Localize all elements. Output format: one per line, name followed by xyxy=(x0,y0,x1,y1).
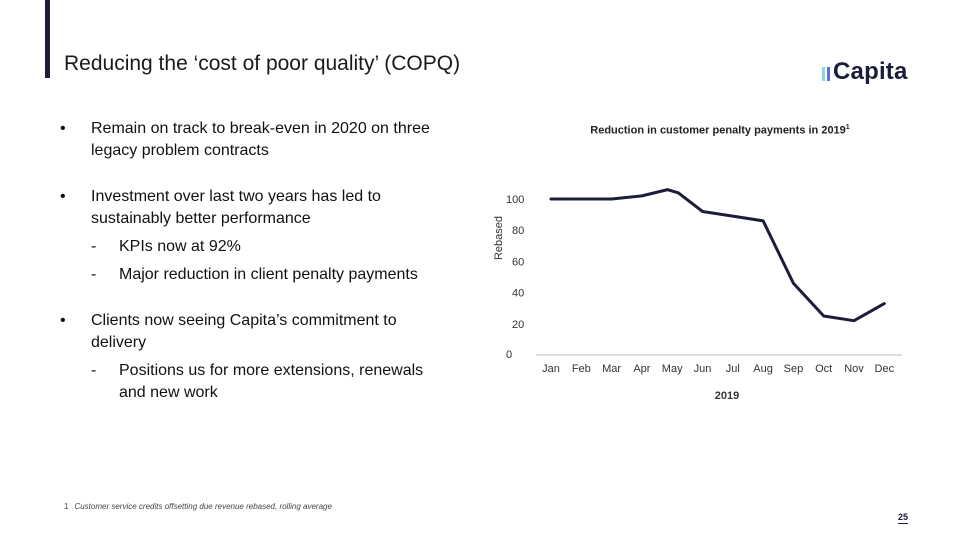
sub-bullet-text: Positions us for more extensions, renewa… xyxy=(119,362,424,401)
x-tick-label: Aug xyxy=(753,363,773,375)
bullet-text: Investment over last two years has led t… xyxy=(91,188,381,227)
x-tick-label: Jan xyxy=(542,363,560,375)
data-point xyxy=(852,319,856,322)
bullet-icon: • xyxy=(60,120,66,137)
data-point xyxy=(792,282,795,285)
logo-text: Capita xyxy=(833,58,908,85)
x-tick-label: Jul xyxy=(726,363,740,375)
x-tick-label: Dec xyxy=(875,363,895,375)
dash-icon: - xyxy=(91,362,97,379)
data-point xyxy=(701,210,704,213)
y-tick-label: 20 xyxy=(512,319,524,331)
bullet-item: • Investment over last two years has led… xyxy=(60,186,440,230)
sub-bullet-item: - Major reduction in client penalty paym… xyxy=(60,264,440,286)
data-point xyxy=(549,197,553,201)
footnote-text: Customer service credits offsetting due … xyxy=(74,502,332,511)
y-tick-label: 60 xyxy=(512,256,524,268)
chart-title: Reduction in customer penalty payments i… xyxy=(490,124,950,137)
y-tick-label: 40 xyxy=(512,288,524,300)
dash-icon: - xyxy=(91,238,97,255)
x-tick-label: Apr xyxy=(633,363,650,375)
x-tick-label: Nov xyxy=(844,363,864,375)
series-line xyxy=(549,188,886,323)
footnote-marker: 1 xyxy=(64,502,69,511)
x-tick-label: Sep xyxy=(784,363,804,375)
data-point xyxy=(580,197,583,201)
data-point xyxy=(883,302,886,305)
data-point xyxy=(640,194,644,198)
bullet-icon: • xyxy=(60,312,66,329)
x-tick-label: Jun xyxy=(694,363,712,375)
y-tick-label: 0 xyxy=(506,349,512,361)
page-number: 25 xyxy=(898,512,909,524)
y-axis-title: Rebased xyxy=(493,216,505,260)
data-point xyxy=(677,191,680,194)
y-tick-label: 80 xyxy=(512,225,524,237)
sub-bullet-text: KPIs now at 92% xyxy=(119,238,241,255)
sub-bullet-text: Major reduction in client penalty paymen… xyxy=(119,266,418,283)
slide-title: Reducing the ‘cost of poor quality’ (COP… xyxy=(64,52,461,75)
logo-mark-icon xyxy=(822,63,830,81)
sub-bullet-item: - KPIs now at 92% xyxy=(60,236,440,258)
x-tick-label: May xyxy=(662,363,683,375)
dash-icon: - xyxy=(91,266,97,283)
title-accent-bar xyxy=(45,0,50,78)
y-tick-label: 100 xyxy=(506,194,524,206)
data-point xyxy=(610,197,613,201)
bullet-text: Clients now seeing Capita’s commitment t… xyxy=(91,312,397,351)
x-tick-label: Oct xyxy=(815,363,832,375)
data-point xyxy=(666,188,669,191)
data-point xyxy=(731,214,734,218)
x-tick-label: Feb xyxy=(572,363,591,375)
chart-title-footnote-marker: 1 xyxy=(845,124,850,131)
sub-bullet-item: - Positions us for more extensions, rene… xyxy=(60,360,440,404)
bullet-text: Remain on track to break-even in 2020 on… xyxy=(91,120,430,159)
x-tick-label: Mar xyxy=(602,363,621,375)
x-axis-title: 2019 xyxy=(715,390,739,402)
bullet-item: • Clients now seeing Capita’s commitment… xyxy=(60,310,440,354)
bullet-icon: • xyxy=(60,188,66,205)
data-point xyxy=(761,219,765,223)
bullet-item: • Remain on track to break-even in 2020 … xyxy=(60,118,440,162)
data-point xyxy=(822,314,825,318)
capita-logo: Capita xyxy=(822,56,908,88)
footnote: 1 Customer service credits offsetting due… xyxy=(64,502,332,511)
bullet-list: • Remain on track to break-even in 2020 … xyxy=(60,118,440,404)
chart-title-text: Reduction in customer penalty payments i… xyxy=(590,124,846,137)
